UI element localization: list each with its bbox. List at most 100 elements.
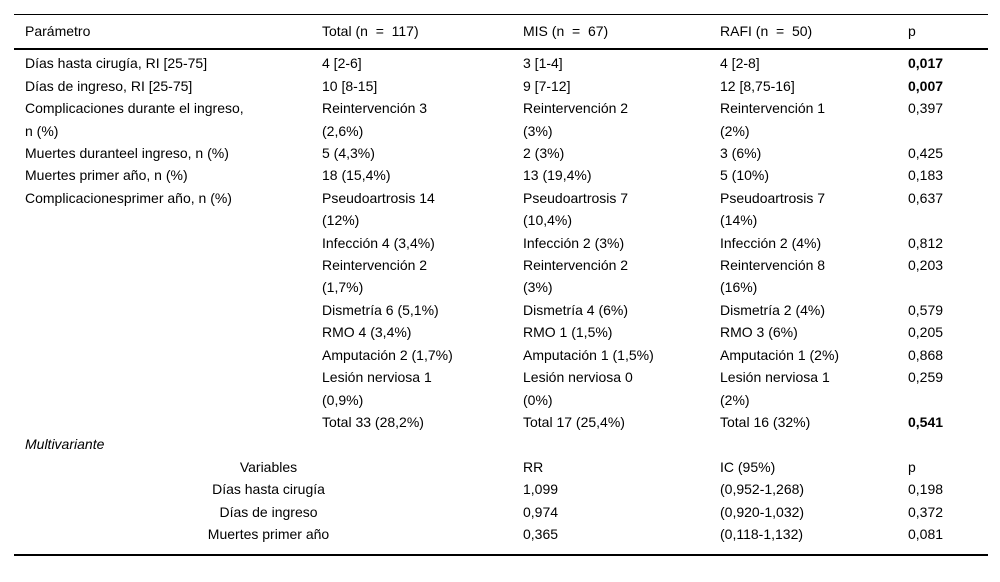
table-row: Reintervención 2 (1,7%) Reintervención 2 … [14, 254, 988, 299]
cell-rafi: Lesión nerviosa 1 (2%) [720, 369, 830, 408]
multivariante-row: Días de ingreso 0,974 (0,920-1,032) 0,372 [14, 501, 988, 523]
cell-variable: Días hasta cirugía [212, 481, 325, 498]
cell-total: 4 [2-6] [322, 55, 362, 72]
cell-rr: 0,974 [523, 503, 559, 520]
cell-ic: (0,952-1,268) [720, 481, 805, 498]
cell-rafi: Total 16 (32%) [720, 413, 811, 430]
cell-p: 0,017 [908, 55, 944, 72]
cell-rr: 0,365 [523, 525, 559, 542]
column-header-p: p [908, 14, 988, 51]
cell-mis: Total 17 (25,4%) [523, 413, 625, 430]
main-section: Días hasta cirugía, RI [25-75] 4 [2-6] 3 [… [14, 49, 988, 433]
cell-total: Infección 4 (3,4%) [322, 234, 435, 251]
cell-variable: Días de ingreso [219, 503, 318, 520]
cell-p: 0,541 [908, 413, 944, 430]
cell-parametro: Muertes primer año, n (%) [25, 167, 188, 184]
cell-mis: 3 [1-4] [523, 55, 563, 72]
table-row: RMO 4 (3,4%) RMO 1 (1,5%) RMO 3 (6%) 0,205 [14, 321, 988, 343]
cell-p: 0,372 [908, 503, 944, 520]
cell-rafi: Dismetría 2 (4%) [720, 301, 826, 318]
cell-mis: Pseudoartrosis 7 (10,4%) [523, 189, 629, 229]
cell-mis: Dismetría 4 (6%) [523, 301, 629, 318]
cell-total: Amputación 2 (1,7%) [322, 346, 453, 363]
cell-total: 18 (15,4%) [322, 167, 391, 184]
sub-column-header-variables: Variables [239, 458, 298, 475]
table-header-row: Parámetro Total (n = 117) MIS (n = 67) R… [14, 14, 988, 51]
column-header-mis: MIS (n = 67) [523, 14, 720, 51]
multivariante-section: Multivariante Variables RR IC (95%) p Dí… [14, 433, 988, 555]
table-row: Infección 4 (3,4%) Infección 2 (3%) Infecc… [14, 232, 988, 254]
cell-total: Total 33 (28,2%) [322, 413, 424, 430]
cell-rr: 1,099 [523, 481, 559, 498]
column-header-parametro: Parámetro [14, 14, 322, 51]
cell-p: 0,259 [908, 369, 944, 386]
cell-mis: 9 [7-12] [523, 77, 571, 94]
table-row: Total 33 (28,2%) Total 17 (25,4%) Total 16… [14, 411, 988, 433]
cell-rafi: Reintervención 1 (2%) [720, 100, 826, 139]
multivariante-header-row: Variables RR IC (95%) p [14, 456, 988, 478]
cell-total: 10 [8-15] [322, 77, 378, 94]
cell-total: 5 (4,3%) [322, 145, 375, 162]
cell-rafi: Infección 2 (4%) [720, 234, 822, 251]
cell-rafi: 12 [8,75-16] [720, 77, 795, 94]
cell-total: Lesión nerviosa 1 (0,9%) [322, 369, 432, 408]
column-header-rafi: RAFI (n = 50) [720, 14, 908, 51]
table-row: Días de ingreso, RI [25-75] 10 [8-15] 9 [7… [14, 75, 988, 97]
cell-p: 0,203 [908, 257, 944, 274]
cell-p: 0,007 [908, 77, 944, 94]
cell-p: 0,205 [908, 324, 944, 341]
cell-mis: Reintervención 2 (3%) [523, 257, 629, 296]
cell-rafi: RMO 3 (6%) [720, 324, 798, 341]
cell-total: Pseudoartrosis 14 (12%) [322, 189, 435, 229]
cell-parametro [14, 344, 322, 366]
multivariante-label: Multivariante [25, 436, 105, 453]
cell-rafi: 4 [2-8] [720, 55, 760, 72]
cell-parametro: Días hasta cirugía, RI [25-75] [25, 55, 208, 72]
cell-rafi: 5 (10%) [720, 167, 770, 184]
cell-parametro: Días de ingreso, RI [25-75] [25, 77, 193, 94]
cell-mis: Lesión nerviosa 0 (0%) [523, 369, 633, 408]
cell-p: 0,183 [908, 167, 944, 184]
sub-column-header-ic: IC (95%) [720, 458, 776, 475]
sub-column-header-p: p [908, 458, 916, 475]
cell-parametro [14, 254, 322, 299]
table-row: Muertes duranteel ingreso, n (%) 5 (4,3%)… [14, 142, 988, 164]
multivariante-label-row: Multivariante [14, 433, 988, 455]
cell-p: 0,198 [908, 481, 944, 498]
cell-mis: Reintervención 2 (3%) [523, 100, 629, 139]
cell-p: 0,081 [908, 525, 944, 542]
cell-rafi: Amputación 1 (2%) [720, 346, 840, 363]
cell-rafi: Reintervención 8 (16%) [720, 257, 826, 296]
table-row: Muertes primer año, n (%) 18 (15,4%) 13 (1… [14, 164, 988, 186]
multivariante-row: Días hasta cirugía 1,099 (0,952-1,268) 0,19… [14, 478, 988, 500]
column-header-total: Total (n = 117) [322, 14, 523, 51]
cell-parametro [14, 232, 322, 254]
table-header: Parámetro Total (n = 117) MIS (n = 67) R… [14, 14, 988, 51]
cell-p: 0,637 [908, 189, 944, 206]
cell-p: 0,397 [908, 100, 944, 117]
multivariante-row: Muertes primer año 0,365 (0,118-1,132) 0,08… [14, 523, 988, 555]
cell-mis: 13 (19,4%) [523, 167, 592, 184]
cell-parametro: Complicaciones durante el ingreso, n (%) [25, 100, 244, 139]
cell-mis: RMO 1 (1,5%) [523, 324, 613, 341]
cell-parametro: Muertes duranteel ingreso, n (%) [25, 145, 229, 162]
cell-mis: Infección 2 (3%) [523, 234, 625, 251]
cell-parametro [14, 366, 322, 411]
table-row: Amputación 2 (1,7%) Amputación 1 (1,5%) Am… [14, 344, 988, 366]
cell-parametro [14, 321, 322, 343]
table-row: Días hasta cirugía, RI [25-75] 4 [2-6] 3 [… [14, 49, 988, 74]
table-row: Dismetría 6 (5,1%) Dismetría 4 (6%) Dismet… [14, 299, 988, 321]
cell-p: 0,868 [908, 346, 944, 363]
table-row: Lesión nerviosa 1 (0,9%) Lesión nerviosa … [14, 366, 988, 411]
table-row: Complicaciones durante el ingreso, n (%)… [14, 97, 988, 142]
cell-total: Dismetría 6 (5,1%) [322, 301, 439, 318]
cell-p: 0,579 [908, 301, 944, 318]
table-row: Complicacionesprimer año, n (%) Pseudoart… [14, 187, 988, 232]
cell-mis: Amputación 1 (1,5%) [523, 346, 654, 363]
cell-parametro [14, 299, 322, 321]
cell-ic: (0,920-1,032) [720, 503, 805, 520]
cell-total: Reintervención 3 (2,6%) [322, 100, 428, 139]
sub-column-header-rr: RR [523, 458, 544, 475]
cell-ic: (0,118-1,132) [720, 525, 804, 542]
cell-rafi: 3 (6%) [720, 145, 762, 162]
